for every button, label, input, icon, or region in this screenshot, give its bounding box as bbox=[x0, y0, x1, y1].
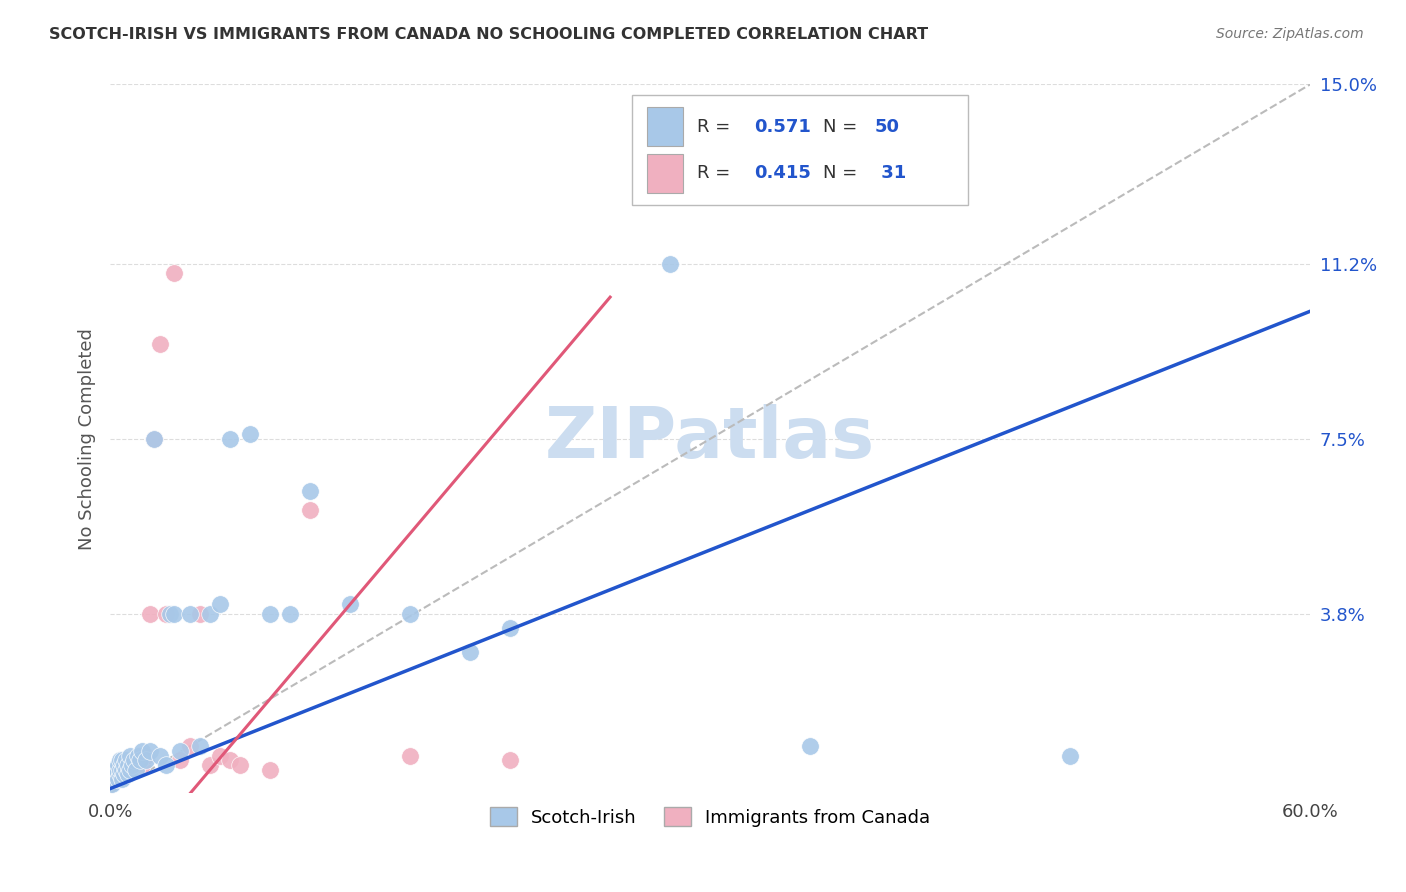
Text: 50: 50 bbox=[875, 118, 900, 136]
Point bbox=[108, 753, 131, 767]
Point bbox=[1059, 748, 1081, 763]
Point bbox=[339, 597, 361, 611]
Point bbox=[188, 607, 211, 621]
Bar bbox=[647, 107, 682, 146]
Point bbox=[122, 753, 145, 767]
Point bbox=[143, 432, 166, 446]
Point bbox=[155, 607, 177, 621]
Point bbox=[149, 748, 172, 763]
Text: N =: N = bbox=[823, 164, 863, 182]
Point bbox=[799, 739, 821, 753]
Point bbox=[111, 753, 134, 767]
Text: R =: R = bbox=[697, 118, 735, 136]
Point bbox=[458, 644, 481, 658]
Point bbox=[107, 763, 129, 777]
Point bbox=[169, 744, 191, 758]
Point bbox=[107, 758, 129, 772]
Point bbox=[209, 597, 232, 611]
Point bbox=[117, 767, 139, 781]
Point bbox=[259, 763, 281, 777]
Text: Source: ZipAtlas.com: Source: ZipAtlas.com bbox=[1216, 27, 1364, 41]
Point bbox=[399, 748, 422, 763]
Y-axis label: No Schooling Completed: No Schooling Completed bbox=[79, 328, 96, 549]
Point bbox=[499, 621, 522, 635]
Point bbox=[105, 767, 128, 781]
Point bbox=[111, 763, 134, 777]
Point bbox=[198, 758, 221, 772]
Point bbox=[125, 758, 148, 772]
Point bbox=[117, 758, 139, 772]
Point bbox=[127, 748, 149, 763]
Point bbox=[120, 748, 142, 763]
Bar bbox=[647, 153, 682, 193]
Point bbox=[139, 607, 162, 621]
Point bbox=[219, 432, 242, 446]
Point bbox=[179, 607, 201, 621]
Point bbox=[107, 772, 129, 787]
Point bbox=[111, 763, 134, 777]
Point bbox=[163, 607, 186, 621]
Text: 0.571: 0.571 bbox=[755, 118, 811, 136]
Point bbox=[135, 748, 157, 763]
Point bbox=[131, 758, 153, 772]
Text: R =: R = bbox=[697, 164, 735, 182]
Point bbox=[129, 753, 152, 767]
Point bbox=[278, 607, 301, 621]
Point bbox=[399, 607, 422, 621]
Point bbox=[149, 337, 172, 351]
Point bbox=[115, 763, 138, 777]
Point bbox=[108, 767, 131, 781]
Point bbox=[105, 763, 128, 777]
Point bbox=[155, 758, 177, 772]
Point bbox=[120, 763, 142, 777]
Point bbox=[112, 758, 135, 772]
Text: 31: 31 bbox=[875, 164, 905, 182]
Point bbox=[125, 763, 148, 777]
Text: ZIPatlas: ZIPatlas bbox=[546, 404, 875, 474]
Point bbox=[105, 767, 128, 781]
Point bbox=[131, 744, 153, 758]
Legend: Scotch-Irish, Immigrants from Canada: Scotch-Irish, Immigrants from Canada bbox=[482, 800, 938, 834]
Point bbox=[198, 607, 221, 621]
Point bbox=[121, 758, 143, 772]
Point bbox=[103, 772, 125, 787]
Point bbox=[299, 483, 322, 498]
Point bbox=[122, 753, 145, 767]
Point bbox=[169, 753, 191, 767]
Text: 0.415: 0.415 bbox=[755, 164, 811, 182]
Text: N =: N = bbox=[823, 118, 863, 136]
Point bbox=[179, 739, 201, 753]
Point bbox=[163, 267, 186, 281]
Point bbox=[239, 427, 262, 442]
Point bbox=[135, 753, 157, 767]
Point bbox=[209, 748, 232, 763]
Point bbox=[103, 772, 125, 787]
Point bbox=[219, 753, 242, 767]
Point bbox=[143, 432, 166, 446]
Point bbox=[139, 744, 162, 758]
Point bbox=[259, 607, 281, 621]
Point bbox=[112, 767, 135, 781]
Point bbox=[112, 758, 135, 772]
Point bbox=[159, 607, 181, 621]
Point bbox=[108, 763, 131, 777]
Point bbox=[188, 739, 211, 753]
Point bbox=[129, 753, 152, 767]
Point bbox=[108, 767, 131, 781]
Point bbox=[121, 758, 143, 772]
Point bbox=[115, 763, 138, 777]
Point bbox=[299, 503, 322, 517]
FancyBboxPatch shape bbox=[633, 95, 969, 205]
Point bbox=[111, 772, 134, 787]
Point bbox=[117, 758, 139, 772]
Point bbox=[120, 763, 142, 777]
Point bbox=[499, 753, 522, 767]
Point bbox=[229, 758, 252, 772]
Point bbox=[115, 753, 138, 767]
Text: SCOTCH-IRISH VS IMMIGRANTS FROM CANADA NO SCHOOLING COMPLETED CORRELATION CHART: SCOTCH-IRISH VS IMMIGRANTS FROM CANADA N… bbox=[49, 27, 928, 42]
Point bbox=[101, 777, 124, 791]
Point bbox=[659, 257, 682, 271]
